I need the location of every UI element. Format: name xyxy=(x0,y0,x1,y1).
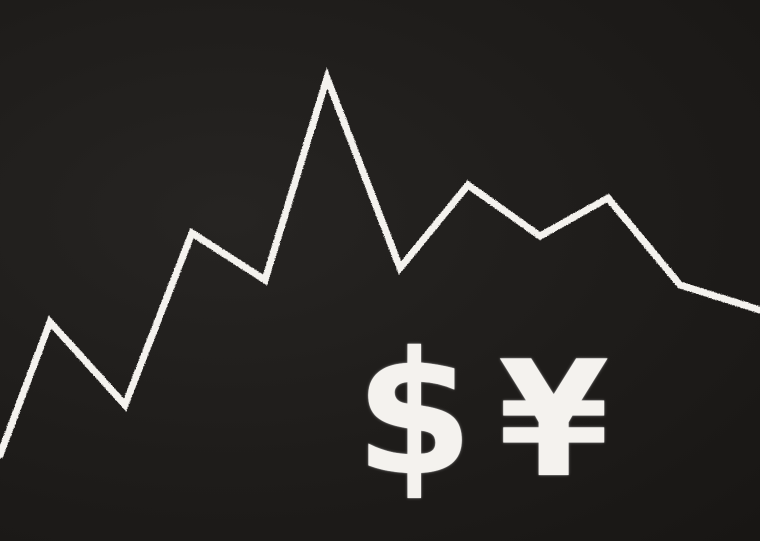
trend-line-path xyxy=(0,67,760,459)
dollar-sign: $ xyxy=(355,316,474,514)
yen-sign: ¥ xyxy=(498,326,610,513)
